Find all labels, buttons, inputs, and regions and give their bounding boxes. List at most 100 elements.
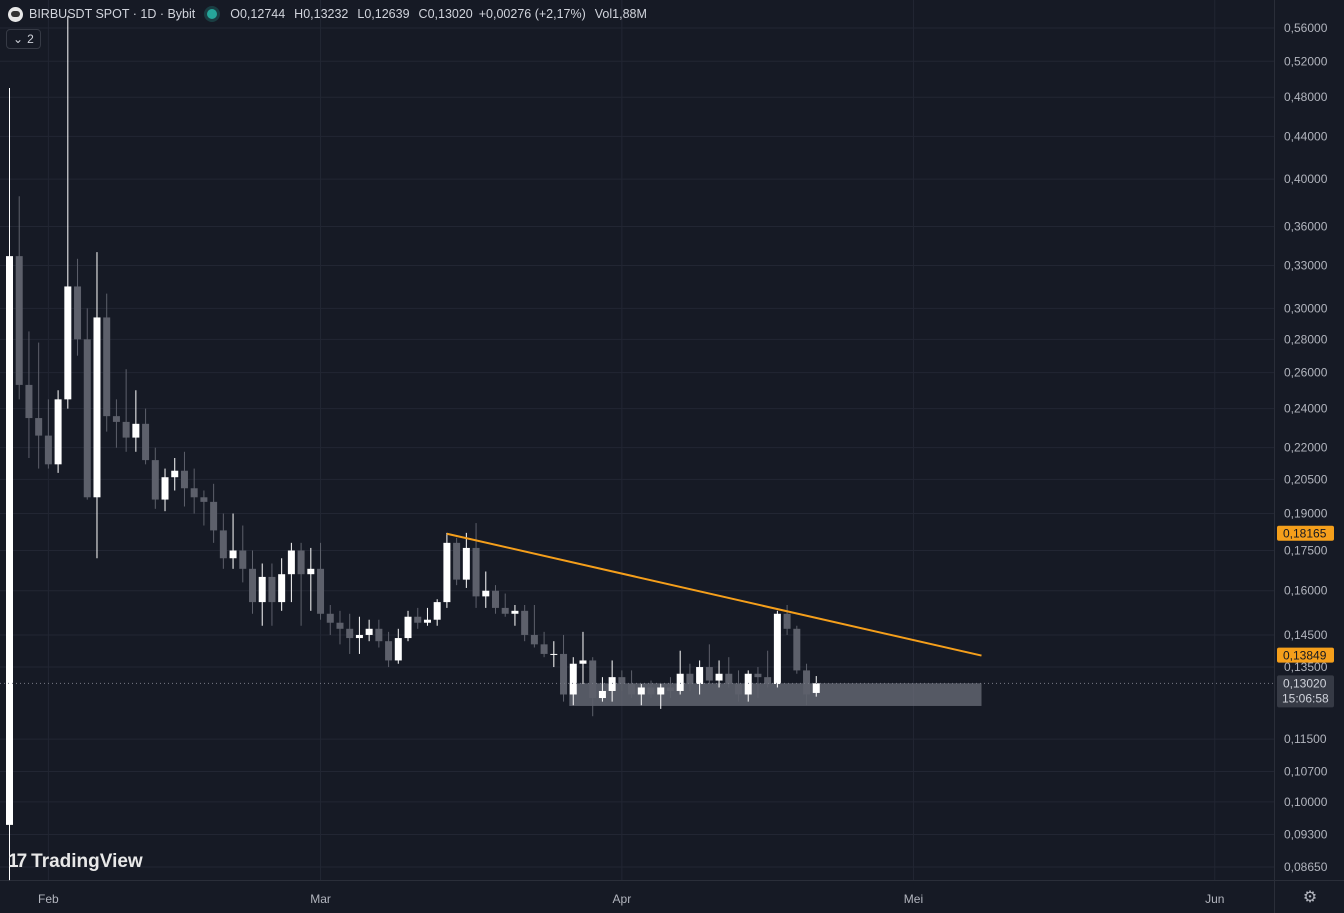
candle-body	[657, 687, 665, 695]
candle-body	[725, 673, 733, 685]
candle-body	[190, 488, 198, 498]
candle	[132, 390, 140, 452]
candle-body	[297, 550, 305, 575]
open-label: O	[230, 7, 240, 21]
candle-body	[803, 670, 811, 695]
candle-body	[404, 616, 412, 639]
candle	[249, 550, 256, 614]
candle-body	[35, 418, 43, 436]
candle	[540, 631, 548, 658]
x-tick-label: Mei	[904, 892, 923, 906]
y-tick-label: 0,11500	[1284, 732, 1327, 746]
candle-body	[793, 628, 801, 671]
candle-body	[482, 590, 490, 597]
candle	[472, 523, 480, 608]
candle	[676, 650, 684, 695]
candle-body	[287, 550, 295, 575]
price-label-text: 0,13849	[1283, 649, 1327, 663]
watermark-text: TradingView	[31, 851, 143, 872]
candle-body	[783, 613, 791, 629]
candle-body	[355, 634, 363, 639]
y-tick-label: 0,10000	[1284, 795, 1328, 809]
candle	[287, 542, 295, 603]
candle-body	[74, 286, 82, 340]
price-label-box	[1277, 525, 1334, 541]
candle-body	[598, 690, 606, 699]
candle-body	[608, 677, 616, 691]
candle-body	[15, 256, 23, 385]
candle	[433, 599, 441, 626]
candle	[258, 563, 266, 626]
candle-body	[317, 568, 325, 614]
candle-body	[773, 613, 781, 685]
y-tick-label: 0,14500	[1284, 628, 1328, 642]
gear-icon[interactable]: ⚙	[1302, 889, 1318, 906]
candle-body	[676, 673, 684, 691]
y-tick-label: 0,44000	[1284, 129, 1328, 143]
candle-body	[161, 477, 169, 500]
candle-body	[200, 497, 208, 502]
price-label: 0,13849	[1277, 647, 1334, 663]
symbol-legend: BIRBUSDT SPOT · 1D · Bybit O0,12744 H0,1…	[8, 4, 647, 24]
candle	[171, 458, 179, 491]
candle	[462, 532, 470, 588]
candle-body	[744, 673, 752, 695]
candle	[239, 525, 247, 583]
candle-body	[93, 317, 101, 498]
candle-body	[735, 684, 742, 695]
y-tick-label: 0,08650	[1284, 860, 1328, 874]
descending-trendline	[446, 532, 982, 657]
indicators-toggle-button[interactable]: ⌄ 2	[6, 29, 41, 49]
candle-body	[112, 416, 120, 422]
tradingview-watermark: 17 TradingView	[8, 851, 143, 873]
price-label-box	[1277, 675, 1334, 708]
x-tick-label: Feb	[38, 892, 59, 906]
candle-body	[433, 602, 441, 620]
candle	[375, 619, 383, 648]
candle-body	[375, 628, 383, 642]
symbol-line[interactable]: BIRBUSDT SPOT · 1D · Bybit	[29, 7, 196, 21]
candle-body	[705, 667, 713, 681]
low-label: L	[357, 7, 365, 21]
candle-body	[142, 423, 150, 461]
candle	[793, 625, 801, 674]
candle	[530, 604, 538, 648]
countdown-text: 15:06:58	[1282, 691, 1329, 705]
close-value: 0,13020	[427, 7, 473, 21]
candle	[25, 331, 33, 459]
candle	[404, 610, 412, 642]
y-tick-label: 0,30000	[1284, 301, 1328, 315]
candle	[783, 604, 791, 635]
candle-body	[423, 619, 431, 623]
y-tick-label: 0,13500	[1284, 660, 1328, 674]
candle-body	[365, 628, 373, 635]
y-tick-label: 0,09300	[1284, 827, 1328, 841]
candle	[385, 631, 393, 668]
candle-body	[44, 435, 52, 465]
candle	[297, 542, 305, 626]
candle	[103, 293, 111, 432]
candle	[307, 547, 315, 611]
candle-body	[249, 568, 256, 603]
candle-body	[589, 660, 597, 699]
candle	[773, 610, 781, 688]
price-label-text: 0,13020	[1283, 676, 1327, 690]
y-tick-label: 0,20500	[1284, 472, 1328, 486]
candle	[482, 571, 490, 608]
candle	[317, 542, 325, 620]
candle	[394, 628, 402, 664]
candle-body	[696, 667, 704, 685]
candle-body	[618, 677, 626, 685]
candle	[492, 585, 499, 614]
candle	[190, 468, 198, 514]
candle	[200, 490, 208, 526]
candle	[725, 657, 733, 688]
candle	[569, 657, 577, 706]
price-label-box	[1277, 647, 1334, 663]
candle	[803, 663, 811, 706]
time-axis: Feb Mar Apr Mei Jun	[38, 892, 1224, 906]
candle	[696, 660, 704, 695]
